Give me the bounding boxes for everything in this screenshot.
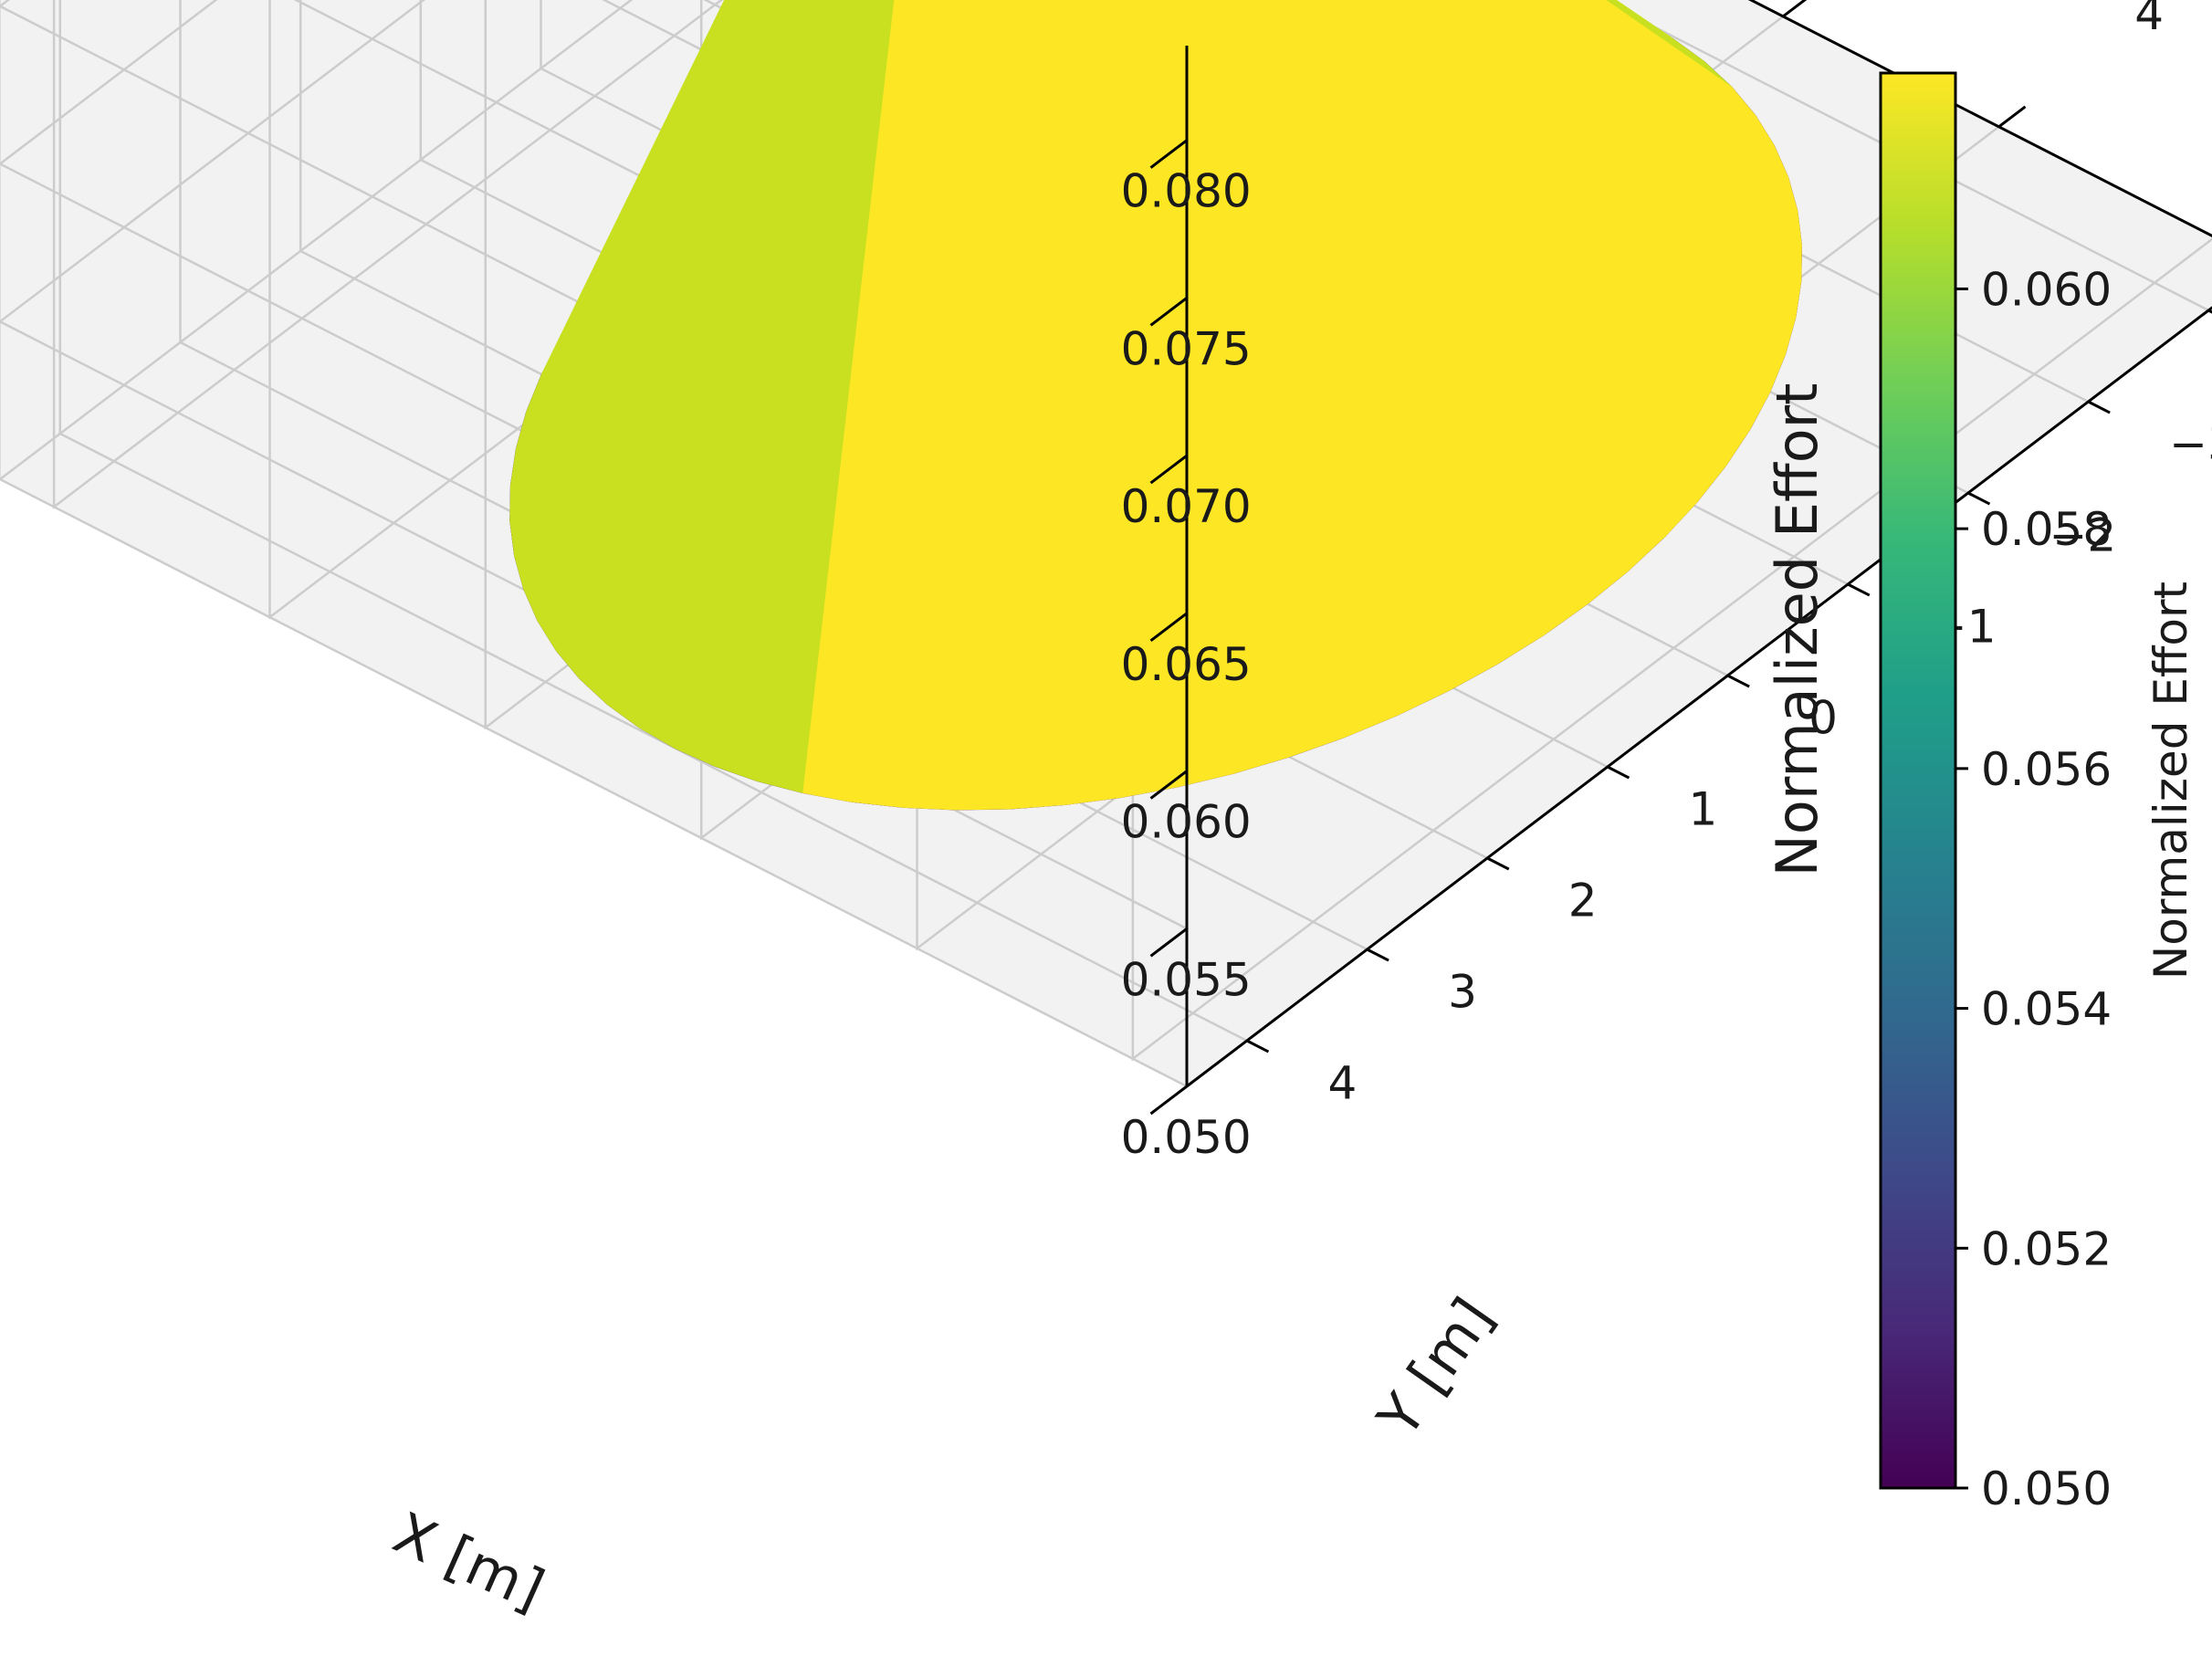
y-tick-mark <box>1366 948 1389 962</box>
surface-cone-face <box>1389 0 1787 393</box>
z-tick-mark <box>1149 770 1188 800</box>
y-tick-mark <box>1246 1039 1270 1053</box>
z-tick-mark <box>1149 1085 1188 1116</box>
z-axis-label: Normalized Effort <box>1764 383 1830 877</box>
y-tick-label: −2 <box>2049 508 2116 561</box>
y-tick-mark <box>1847 582 1871 597</box>
z-tick-label: 0.060 <box>1121 796 1252 849</box>
z-tick-label: 0.065 <box>1121 638 1252 691</box>
y-axis-label: Y [m] <box>1364 1286 1506 1450</box>
colorbar: 0.050 0.052 0.054 0.056 0.058 0.060 Normalize… <box>1879 71 2197 1515</box>
colorbar-tick-label: 0.054 <box>1981 983 2112 1036</box>
colorbar-tick-label: 0.058 <box>1981 503 2112 556</box>
x-tick-mark <box>1997 105 2027 129</box>
grid-line-y <box>1599 0 2209 312</box>
surface-cone-face <box>1417 0 1797 356</box>
y-tick-mark <box>1726 674 1750 688</box>
colorbar-ticks: 0.050 0.052 0.054 0.056 0.058 0.060 <box>1955 263 2112 1515</box>
z-tick-label: 0.070 <box>1121 480 1252 533</box>
y-tick-mark <box>1967 491 1991 506</box>
z-tick-mark <box>1149 612 1188 643</box>
colorbar-tick-label: 0.056 <box>1981 743 2112 796</box>
x-tick-label: 4 <box>2134 0 2164 40</box>
surface-cone-face <box>1446 0 1802 319</box>
y-tick-label: 2 <box>1568 874 1598 927</box>
z-tick-mark <box>1149 297 1188 327</box>
x-tick-mark <box>1782 0 1808 18</box>
surface-cone-face <box>949 0 1011 811</box>
colorbar-gradient <box>1879 71 1957 1490</box>
y-tick-label: 0 <box>1808 691 1838 744</box>
z-tick-mark <box>1149 454 1188 485</box>
colorbar-tick-label: 0.052 <box>1981 1222 2112 1275</box>
z-tick-mark <box>1149 139 1188 169</box>
z-tick-label: 0.075 <box>1121 322 1252 375</box>
y-tick-mark <box>1607 765 1630 780</box>
y-tick-mark <box>1486 856 1510 871</box>
colorbar-tick-label: 0.050 <box>1981 1462 2112 1515</box>
y-tick-label: 1 <box>1688 782 1717 835</box>
y-tick-mark <box>2207 309 2212 314</box>
z-tick-label: 0.055 <box>1121 953 1252 1006</box>
y-tick-label: 3 <box>1448 965 1477 1018</box>
colorbar-label: Normalized Effort <box>2144 582 2197 980</box>
colorbar-tick-label: 0.060 <box>1981 263 2112 316</box>
grid-line-z <box>0 0 1188 1088</box>
x-axis-line <box>1747 0 2212 237</box>
y-tick-mark <box>2087 400 2111 414</box>
z-tick-label: 0.050 <box>1121 1111 1252 1164</box>
y-tick-label: −3 <box>2169 417 2212 470</box>
z-tick-label: 0.080 <box>1121 165 1252 218</box>
surface-cone-face <box>1604 0 1733 89</box>
z-tick-mark <box>1149 928 1188 958</box>
surface-cone-face <box>1359 0 1771 430</box>
y-tick-label: 4 <box>1327 1056 1357 1109</box>
x-axis-label: X [m] <box>384 1499 554 1623</box>
surface <box>509 0 1803 811</box>
